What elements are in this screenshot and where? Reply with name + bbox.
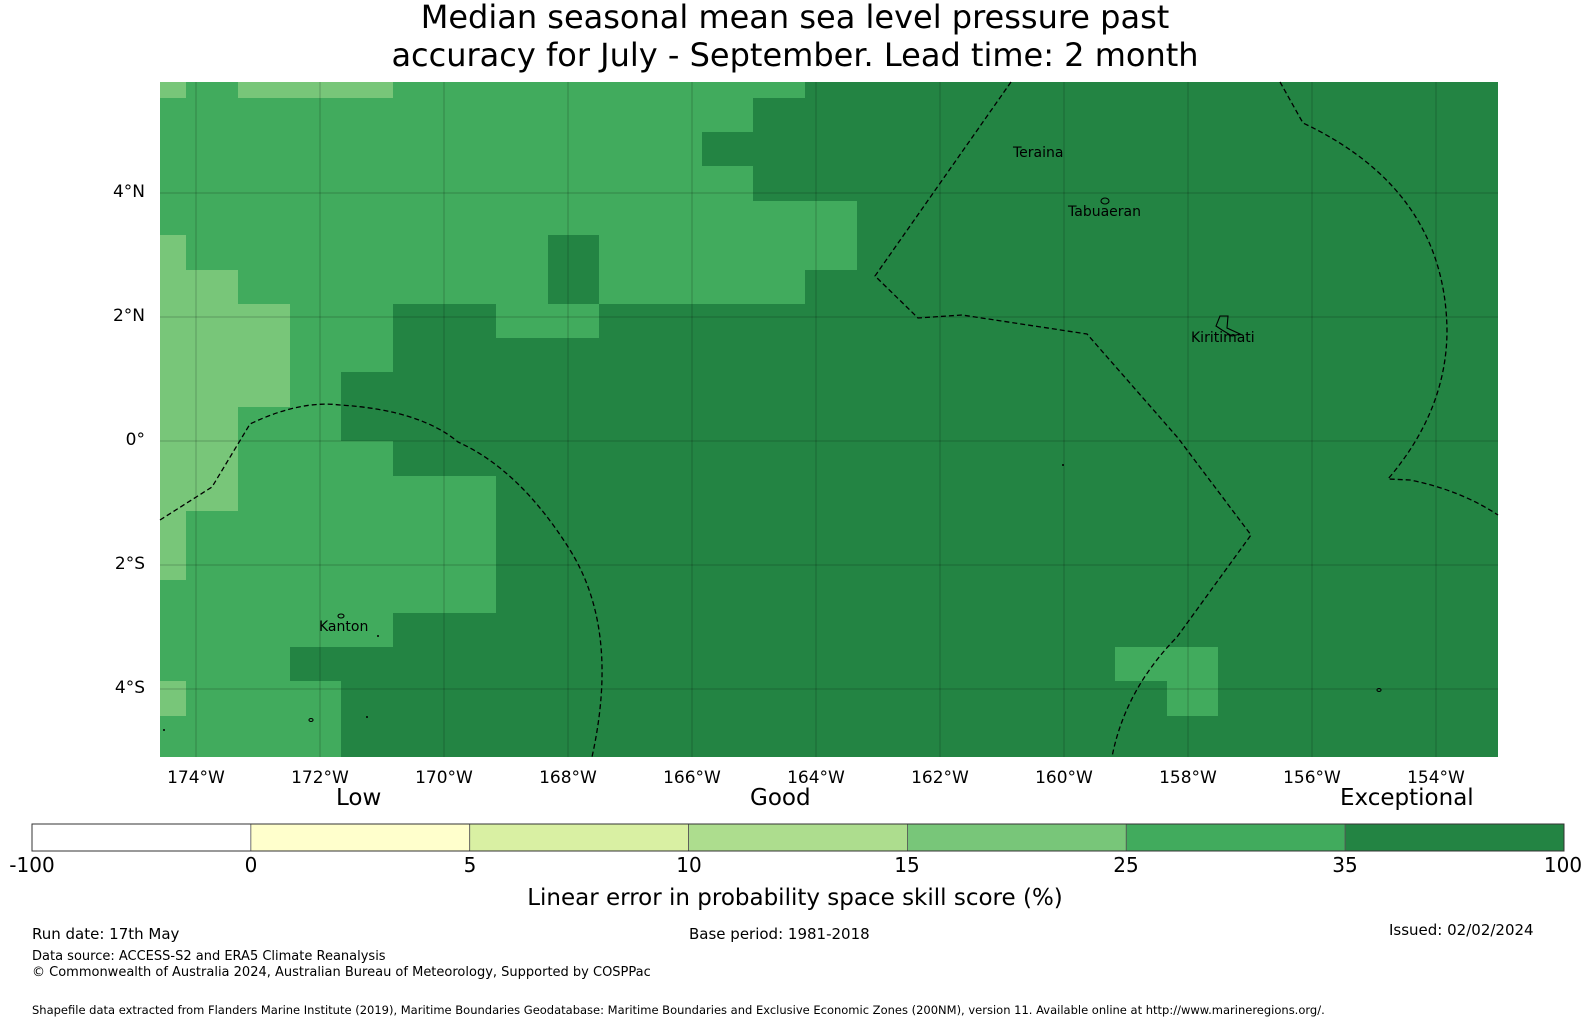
copyright: © Commonwealth of Australia 2024, Austra… (32, 965, 651, 980)
lat-label: 4°S (114, 678, 145, 698)
colorbar-tick: 100 (1543, 853, 1583, 877)
title-line-2: accuracy for July - September. Lead time… (391, 36, 1199, 74)
data-source: Data source: ACCESS-S2 and ERA5 Climate … (32, 949, 386, 964)
lon-label: 164°W (787, 768, 845, 788)
gridlines (160, 82, 1498, 757)
small-island-2 (1376, 687, 1382, 693)
run-date: Run date: 17th May (32, 925, 180, 943)
issued-date: Issued: 02/02/2024 (1389, 921, 1534, 939)
lon-label: 162°W (911, 768, 969, 788)
colorbar (31, 823, 1565, 852)
place-label-teraina: Teraina (1013, 145, 1064, 161)
colorbar-tick: 15 (894, 853, 920, 877)
colorbar-segment (31, 823, 252, 852)
place-label-kanton: Kanton (319, 619, 369, 635)
lon-label: 174°W (167, 768, 225, 788)
skill-region-light (160, 82, 393, 716)
colorbar-tick: 0 (244, 853, 258, 877)
tabuaeran-island (1100, 197, 1110, 205)
eez-boundary-phoenix (159, 403, 603, 758)
category-exceptional: Exceptional (1340, 785, 1474, 811)
lon-label: 160°W (1035, 768, 1093, 788)
lon-label: 154°W (1407, 768, 1465, 788)
colorbar-border (31, 823, 1565, 852)
lon-label: 168°W (539, 768, 597, 788)
shapefile-credit: Shapefile data extracted from Flanders M… (32, 1003, 1325, 1017)
colorbar-segment (688, 823, 908, 852)
colorbar-segment (907, 823, 1127, 852)
colorbar-segment (469, 823, 689, 852)
eez-boundary-east (1279, 81, 1499, 516)
island-outlines (308, 197, 1382, 723)
lat-label: 0° (125, 430, 145, 450)
lat-label: 2°S (114, 554, 145, 574)
kiritimati-island (1215, 315, 1242, 337)
category-low: Low (336, 785, 382, 811)
place-label-kiritimati: Kiritimati (1191, 330, 1255, 346)
eez-boundaries (159, 81, 1499, 758)
colorbar-label: Linear error in probability space skill … (527, 885, 1063, 911)
colorbar-tick: 5 (463, 853, 477, 877)
colorbar-segment (1125, 823, 1346, 852)
eez-boundary-line-islands (874, 81, 1252, 758)
place-label-tabuaeran: Tabuaeran (1068, 204, 1141, 220)
skill-region-dark-patches (548, 132, 753, 304)
map-title: Median seasonal mean sea level pressure … (0, 0, 1590, 74)
colorbar-tick: -100 (9, 853, 55, 877)
category-good: Good (750, 785, 811, 811)
lon-label: 166°W (663, 768, 721, 788)
kanton-island (337, 613, 345, 619)
lon-label: 158°W (1159, 768, 1217, 788)
small-island-1 (308, 717, 314, 723)
title-line-1: Median seasonal mean sea level pressure … (420, 0, 1170, 36)
base-period: Base period: 1981-2018 (689, 925, 870, 943)
colorbar-tick: 35 (1332, 853, 1358, 877)
lat-label: 2°N (112, 306, 145, 326)
colorbar-segment (250, 823, 471, 852)
lon-label: 170°W (415, 768, 473, 788)
island-dots (163, 464, 1064, 731)
lon-label: 172°W (291, 768, 349, 788)
colorbar-tick: 25 (1113, 853, 1139, 877)
lat-label: 4°N (112, 182, 145, 202)
lon-label: 156°W (1283, 768, 1341, 788)
colorbar-segment (1344, 823, 1565, 852)
colorbar-tick: 10 (676, 853, 702, 877)
